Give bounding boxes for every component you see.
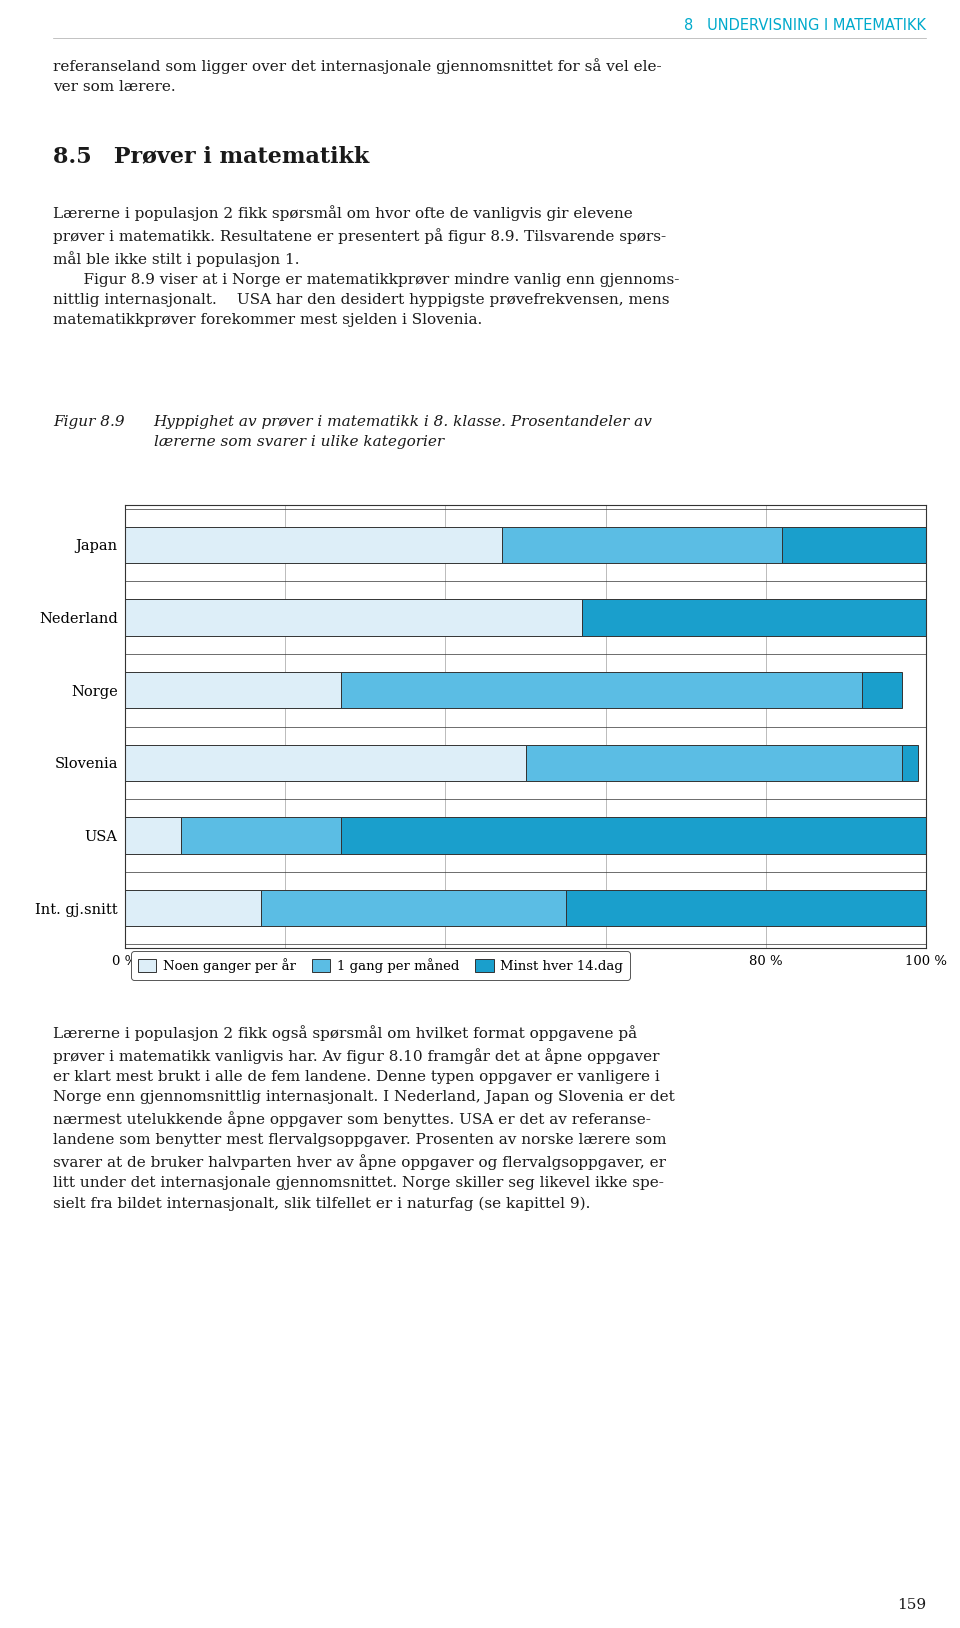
Text: 159: 159 bbox=[898, 1599, 926, 1612]
Bar bbox=[341, 672, 862, 708]
Bar bbox=[341, 817, 926, 853]
Bar bbox=[125, 527, 501, 563]
Text: Hyppighet av prøver i matematikk i 8. klasse. Prosentandeler av
lærerne som svar: Hyppighet av prøver i matematikk i 8. kl… bbox=[154, 415, 653, 449]
Bar bbox=[125, 599, 582, 635]
Bar bbox=[565, 891, 926, 926]
Text: 8   UNDERVISNING I MATEMATIKK: 8 UNDERVISNING I MATEMATIKK bbox=[684, 18, 926, 33]
Bar bbox=[902, 744, 919, 781]
Bar bbox=[782, 527, 926, 563]
Text: Lærerne i populasjon 2 fikk også spørsmål om hvilket format oppgavene på
prøver : Lærerne i populasjon 2 fikk også spørsmå… bbox=[53, 1026, 675, 1211]
Bar bbox=[501, 527, 782, 563]
Bar bbox=[261, 891, 565, 926]
Bar bbox=[125, 672, 341, 708]
Legend: Noen ganger per år, 1 gang per måned, Minst hver 14.dag: Noen ganger per år, 1 gang per måned, Mi… bbox=[132, 951, 630, 980]
Bar bbox=[582, 599, 926, 635]
Bar bbox=[125, 891, 261, 926]
Text: Lærerne i populasjon 2 fikk spørsmål om hvor ofte de vanligvis gir elevene
prøve: Lærerne i populasjon 2 fikk spørsmål om … bbox=[53, 205, 679, 327]
Bar bbox=[180, 817, 341, 853]
Bar bbox=[526, 744, 902, 781]
Bar bbox=[862, 672, 902, 708]
Text: 8.5 Prøver i matematikk: 8.5 Prøver i matematikk bbox=[53, 145, 369, 168]
Bar bbox=[125, 744, 526, 781]
Text: referanseland som ligger over det internasjonale gjennomsnittet for så vel ele-
: referanseland som ligger over det intern… bbox=[53, 59, 661, 94]
Bar bbox=[125, 817, 180, 853]
Text: Figur 8.9: Figur 8.9 bbox=[53, 415, 125, 430]
